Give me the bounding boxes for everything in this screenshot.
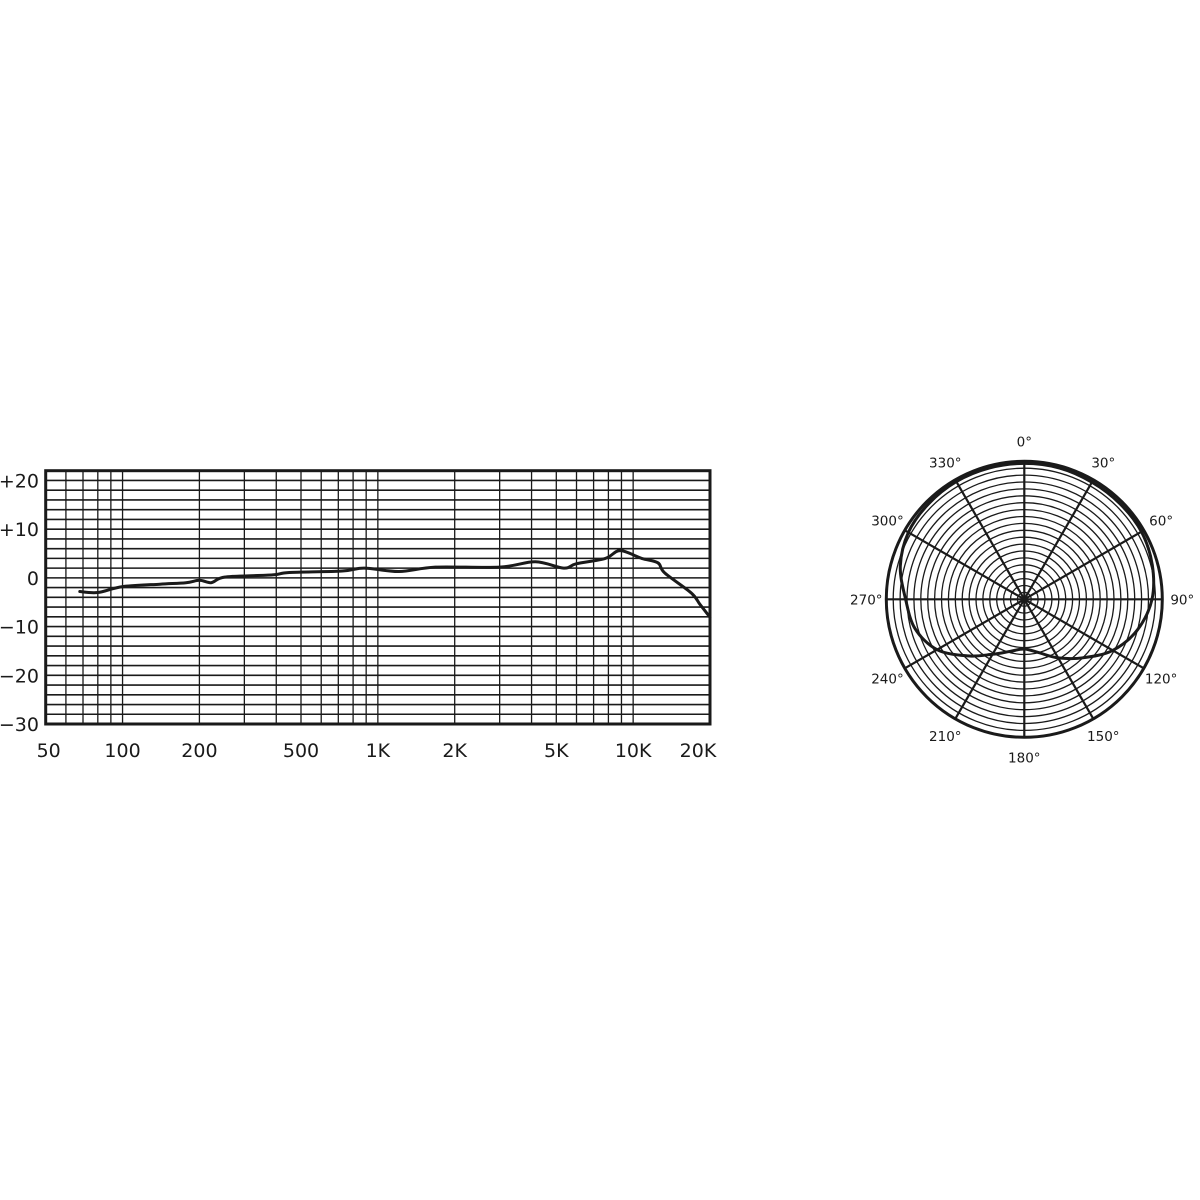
y-tick-label: −30: [0, 714, 39, 736]
angle-label: 300°: [871, 513, 904, 529]
angle-label: 0°: [1017, 434, 1032, 450]
angle-label: 330°: [929, 455, 962, 471]
frequency-response-chart: +20 +10 0 −10 −20 −30 50 100 200 500 1K 2K 5K 10K 20K: [0, 469, 717, 762]
y-tick-label: +20: [0, 470, 39, 492]
x-tick-label: 200: [181, 740, 217, 762]
x-tick-label: 50: [37, 740, 61, 762]
plot-frame: [44, 469, 712, 726]
x-tick-label: 100: [104, 740, 140, 762]
polar-spoke: [954, 479, 1095, 720]
angle-label: 120°: [1145, 671, 1178, 687]
angle-label: 90°: [1170, 592, 1194, 608]
x-axis-ticks: 50 100 200 500 1K 2K 5K 10K 20K: [37, 740, 717, 762]
x-tick-label: 500: [283, 740, 319, 762]
response-curve: [78, 549, 712, 619]
angle-label: 150°: [1087, 729, 1120, 745]
angle-label: 270°: [850, 592, 883, 608]
y-axis-ticks: +20 +10 0 −10 −20 −30: [0, 470, 39, 736]
angle-label: 210°: [929, 729, 962, 745]
y-tick-label: −20: [0, 665, 39, 687]
angle-label: 240°: [871, 671, 904, 687]
x-tick-label: 5K: [544, 740, 569, 762]
polar-pattern-chart: 0° 30° 60° 90° 120° 150° 180° 210° 240° 270° 300° 3…: [850, 434, 1194, 766]
angle-label: 30°: [1091, 455, 1115, 471]
y-tick-label: −10: [0, 617, 39, 639]
grid: [45, 470, 710, 724]
y-tick-label: 0: [27, 568, 39, 590]
x-tick-label: 20K: [680, 740, 717, 762]
x-tick-label: 10K: [615, 740, 652, 762]
angle-label: 60°: [1149, 513, 1173, 529]
polar-spokes: [886, 461, 1163, 738]
polar-pattern-curve: [898, 461, 1156, 661]
x-tick-label: 2K: [442, 740, 467, 762]
angle-labels: 0° 30° 60° 90° 120° 150° 180° 210° 240° 270° 300° 3…: [850, 434, 1194, 766]
x-tick-label: 1K: [366, 740, 391, 762]
y-tick-label: +10: [0, 519, 39, 541]
angle-label: 180°: [1008, 750, 1041, 766]
